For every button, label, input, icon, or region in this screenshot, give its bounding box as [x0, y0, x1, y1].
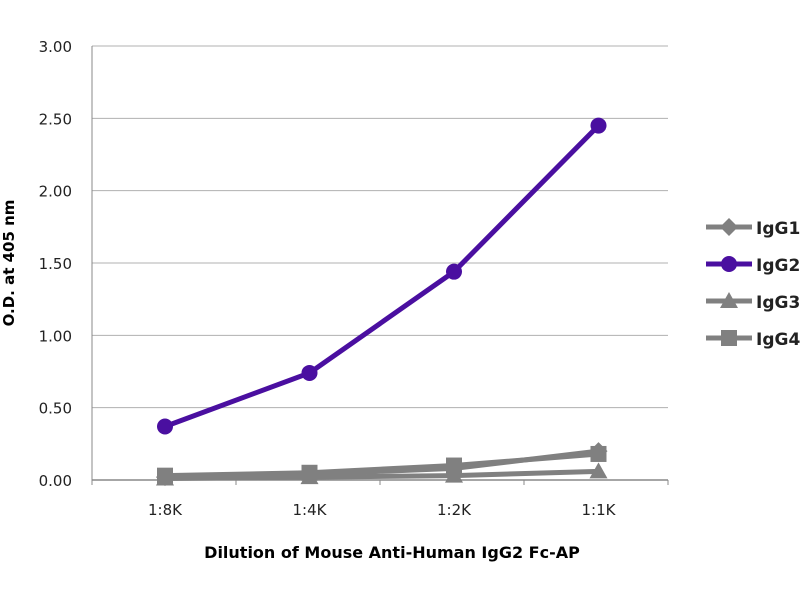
legend-label: IgG1 [756, 219, 800, 239]
series-line-IgG2 [164, 123, 601, 429]
x-tick-label: 1:4K [293, 501, 328, 519]
y-axis-label: O.D. at 405 nm [0, 200, 18, 327]
data-point-IgG4 [590, 445, 607, 462]
legend-marker-diamond [720, 218, 738, 236]
data-point-IgG2 [446, 263, 462, 280]
legend-label: IgG3 [756, 293, 800, 313]
data-point-IgG3 [589, 462, 608, 479]
y-tick-label: 3.00 [39, 38, 72, 56]
legend-marker-square [721, 330, 737, 346]
legend-label: IgG2 [756, 256, 800, 276]
legend-marker-circle [721, 256, 737, 272]
data-point-IgG4 [446, 457, 462, 474]
y-tick-label: 0.00 [39, 472, 72, 490]
y-tick-label: 2.00 [39, 183, 72, 201]
x-tick-label: 1:2K [437, 501, 472, 519]
y-tick-label: 2.50 [39, 110, 72, 128]
data-point-IgG2 [157, 418, 173, 435]
data-point-IgG4 [157, 467, 173, 484]
legend-label: IgG4 [756, 330, 800, 350]
x-tick-label: 1:8K [148, 501, 183, 519]
y-tick-label: 1.00 [39, 327, 72, 345]
data-point-IgG2 [590, 117, 607, 134]
legend-marker-triangle [720, 292, 738, 308]
y-tick-label: 0.50 [39, 400, 72, 418]
x-axis-label: Dilution of Mouse Anti-Human IgG2 Fc-AP [204, 543, 580, 562]
y-tick-label: 1.50 [39, 255, 72, 273]
x-tick-label: 1:1K [582, 501, 617, 519]
data-point-IgG2 [301, 364, 318, 381]
series-line-IgG4 [164, 451, 599, 479]
data-point-IgG4 [301, 464, 318, 481]
